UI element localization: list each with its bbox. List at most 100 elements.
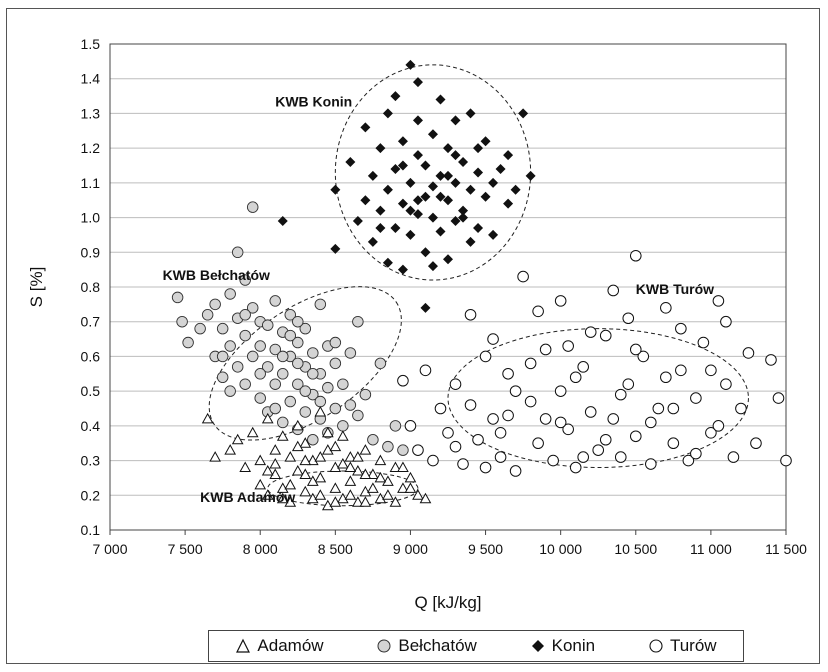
y-tick-label: 1.4 <box>81 71 101 87</box>
data-point-turów <box>547 454 559 467</box>
data-point-bełchatów <box>231 246 244 259</box>
x-tick-label: 10 000 <box>539 541 582 557</box>
data-point-bełchatów <box>269 343 281 356</box>
data-point-turów <box>577 451 590 463</box>
data-point-bełchatów <box>307 368 319 380</box>
data-point-bełchatów <box>307 347 319 359</box>
data-point-konin <box>443 143 453 154</box>
data-point-adamów <box>284 478 297 490</box>
data-point-bełchatów <box>284 329 297 342</box>
data-point-turów <box>524 395 537 408</box>
data-point-turów <box>682 454 695 467</box>
data-point-konin <box>450 115 461 126</box>
data-point-turów <box>554 295 567 307</box>
data-point-turów <box>780 454 792 467</box>
data-point-turów <box>539 343 552 356</box>
data-point-adamów <box>291 440 304 452</box>
data-point-bełchatów <box>246 350 259 363</box>
data-point-adamów <box>344 475 357 486</box>
data-point-adamów <box>374 454 387 466</box>
data-point-konin <box>427 212 438 223</box>
data-point-turów <box>772 392 785 404</box>
data-point-adamów <box>276 430 289 441</box>
data-point-turów <box>622 312 635 325</box>
data-point-turów <box>675 364 687 377</box>
data-point-adamów <box>397 461 409 473</box>
data-point-adamów <box>374 471 387 483</box>
data-point-adamów <box>299 437 312 448</box>
data-point-turów <box>562 340 574 352</box>
data-point-bełchatów <box>261 319 274 331</box>
data-point-adamów <box>291 419 304 431</box>
data-point-konin <box>367 170 378 181</box>
data-point-konin <box>382 257 393 268</box>
data-point-adamów <box>404 471 417 483</box>
data-point-turów <box>434 402 447 415</box>
data-point-turów <box>449 440 462 453</box>
data-point-bełchatów <box>171 291 184 304</box>
data-point-konin <box>397 264 408 275</box>
data-point-konin <box>330 243 341 254</box>
y-tick-label: 0.4 <box>81 418 101 434</box>
data-point-adamów <box>239 461 252 473</box>
y-tick-label: 0.5 <box>81 383 101 399</box>
diamond-filled-icon <box>531 640 544 652</box>
data-point-turów <box>742 347 755 359</box>
data-point-konin <box>412 115 423 126</box>
circle-light-icon <box>377 639 391 653</box>
data-point-adamów <box>231 433 244 445</box>
x-axis-label: Q [kJ/kg] <box>414 593 481 612</box>
data-point-konin <box>397 160 408 171</box>
data-point-bełchatów <box>269 378 281 390</box>
data-point-adamów <box>306 475 319 486</box>
x-tick-label: 10 500 <box>614 541 657 557</box>
data-point-bełchatów <box>277 416 289 429</box>
data-point-adamów <box>336 430 349 441</box>
data-point-bełchatów <box>176 315 188 328</box>
data-point-konin <box>458 157 469 168</box>
data-point-turów <box>584 326 597 338</box>
data-point-adamów <box>276 492 289 504</box>
data-point-konin <box>503 150 514 161</box>
data-point-adamów <box>404 482 417 493</box>
legend-label-turow: Turów <box>669 636 717 655</box>
data-point-konin <box>382 108 393 119</box>
data-point-bełchatów <box>254 368 266 380</box>
data-point-konin <box>277 216 288 227</box>
data-point-turów <box>629 343 642 356</box>
data-point-adamów <box>329 482 342 493</box>
data-point-turów <box>412 444 424 456</box>
y-tick-label: 1.3 <box>81 105 101 121</box>
data-point-bełchatów <box>224 340 236 352</box>
data-point-adamów <box>269 468 282 479</box>
data-point-bełchatów <box>261 361 274 373</box>
data-point-turów <box>539 413 552 425</box>
data-point-adamów <box>299 485 312 497</box>
data-point-adamów <box>344 451 357 462</box>
data-point-turów <box>569 461 582 474</box>
data-point-bełchatów <box>239 378 251 390</box>
data-point-adamów <box>314 451 327 462</box>
data-point-adamów <box>254 478 267 490</box>
data-point-bełchatów <box>299 406 312 418</box>
y-tick-labels: 0.1 0.2 0.3 0.4 0.5 0.6 0.7 0.8 0.9 1.0 1.1 1.2 1.3 1… <box>81 36 101 538</box>
data-point-konin <box>397 198 408 209</box>
legend-label-konin: Konin <box>551 636 596 655</box>
y-tick-label: 0.2 <box>81 487 101 503</box>
data-point-konin <box>458 205 469 216</box>
data-point-konin <box>390 163 401 174</box>
data-point-turów <box>502 367 514 380</box>
y-tick-label: 0.6 <box>81 348 101 364</box>
data-point-konin <box>397 136 408 147</box>
data-point-bełchatów <box>389 420 402 432</box>
data-point-turów <box>494 427 507 439</box>
data-point-adamów <box>336 492 349 504</box>
legend: Adamów Bełchatów Konin Turów <box>208 630 744 662</box>
data-point-bełchatów <box>269 402 281 415</box>
data-point-turów <box>765 354 777 366</box>
x-tick-label: 11 500 <box>765 541 807 557</box>
annotations: KWB Konin KWB Bełchatów KWB Turów KWB Ad… <box>163 93 715 505</box>
data-point-turów <box>464 399 477 411</box>
annotation-konin: KWB Konin <box>275 93 352 109</box>
data-point-bełchatów <box>352 409 364 422</box>
